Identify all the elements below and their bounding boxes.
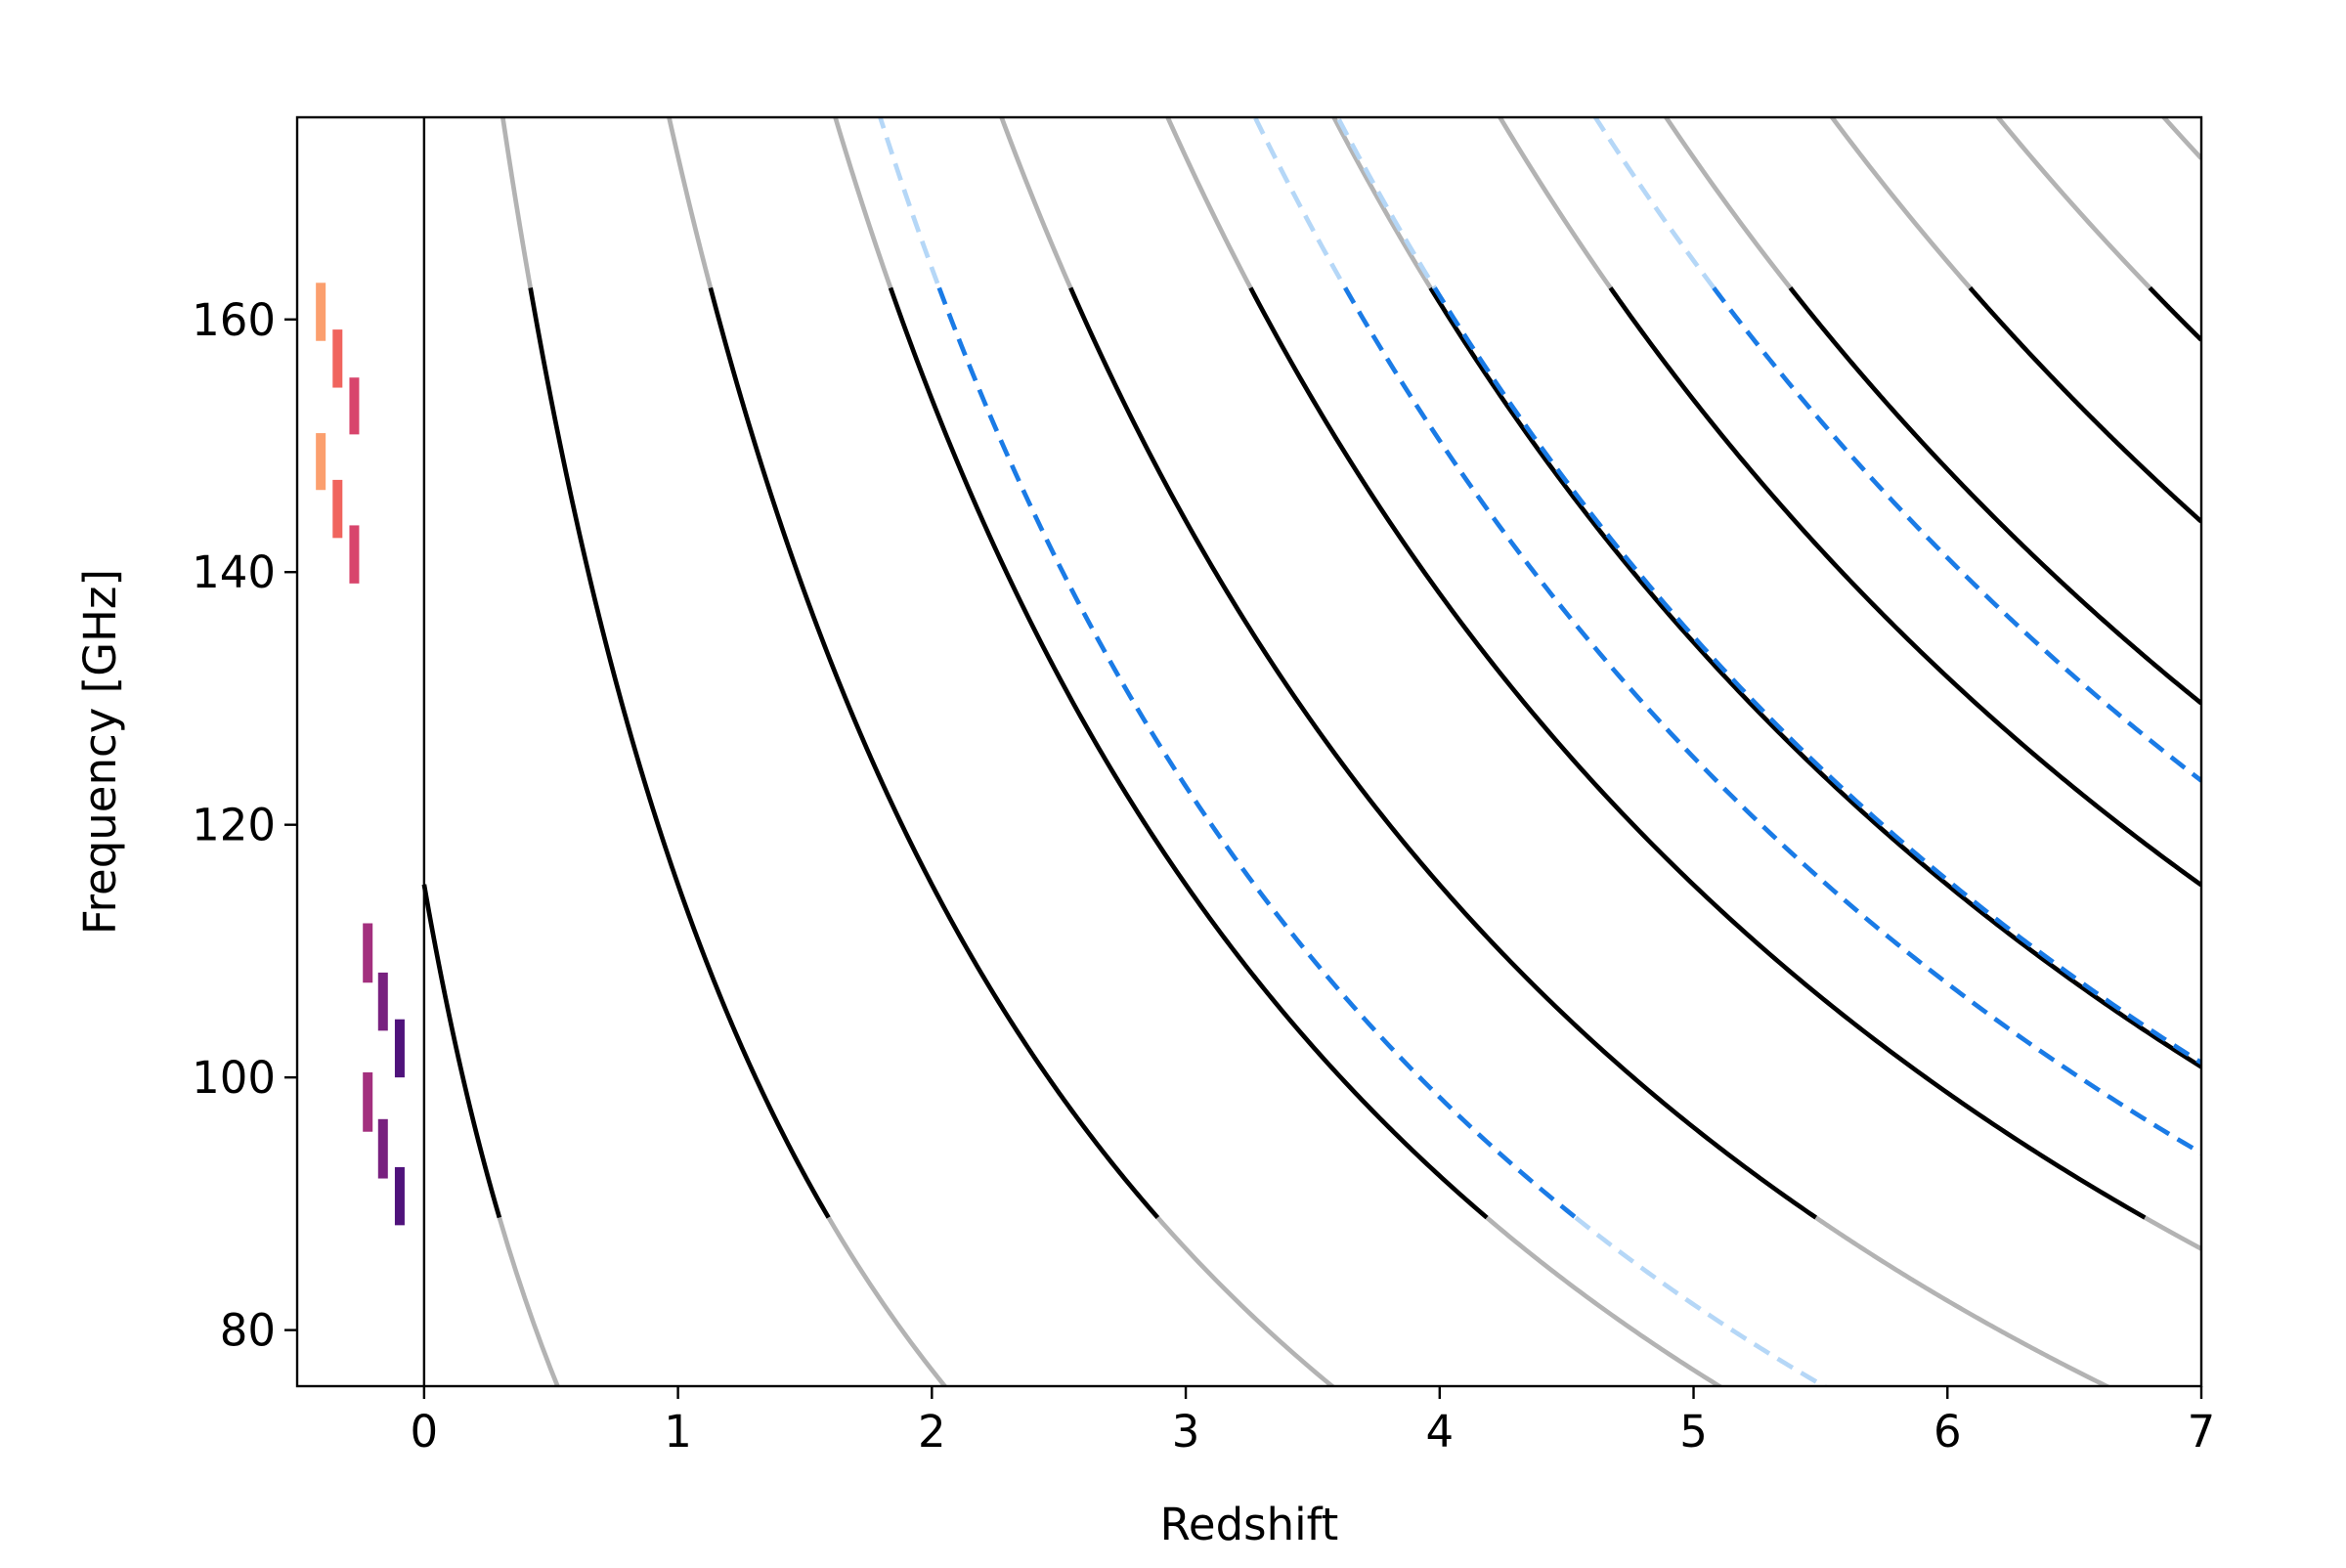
line-in-band xyxy=(1788,286,2201,706)
x-tick-label: 6 xyxy=(1933,1406,1962,1458)
x-tick-label: 0 xyxy=(411,1406,439,1458)
line-in-band xyxy=(708,286,1160,1220)
x-axis-label: Redshift xyxy=(1160,1499,1339,1550)
y-tick-label: 160 xyxy=(192,294,276,346)
x-tick-label: 7 xyxy=(2188,1406,2216,1458)
x-tick-label: 4 xyxy=(1425,1406,1454,1458)
frequency-window xyxy=(332,479,343,539)
line-out-band xyxy=(500,117,533,288)
frequency-window xyxy=(363,923,373,983)
line-in-band xyxy=(888,286,1489,1220)
line-in-band xyxy=(1428,286,2201,1069)
line-in-band xyxy=(2148,285,2201,342)
line-out-band xyxy=(2160,117,2201,160)
line-out-band xyxy=(1574,1215,1829,1386)
frequency-window xyxy=(349,525,360,584)
x-tick-label: 5 xyxy=(1679,1406,1708,1458)
line-out-band xyxy=(833,117,893,289)
y-tick-label: 120 xyxy=(192,800,276,851)
line-out-band xyxy=(1252,117,1348,289)
plot-frame xyxy=(295,115,2203,1388)
line-out-band xyxy=(2144,1215,2201,1251)
line-in-band xyxy=(1068,286,1818,1220)
y-tick-label: 140 xyxy=(192,546,276,598)
line-in-band xyxy=(936,286,1578,1220)
line-in-band xyxy=(1248,286,2147,1220)
line-out-band xyxy=(1334,117,1437,289)
y-axis-label: Frequency [GHz] xyxy=(74,569,126,935)
frequency-window xyxy=(377,972,388,1031)
line-out-band xyxy=(1497,117,1613,289)
frequency-window xyxy=(332,329,343,388)
line-in-band xyxy=(1608,286,2201,888)
line-out-band xyxy=(877,117,941,289)
line-out-band xyxy=(1994,117,2151,290)
frequency-window xyxy=(349,377,360,435)
line-out-band xyxy=(667,117,714,289)
x-tick-label: 1 xyxy=(664,1406,692,1458)
line-in-band xyxy=(1343,286,2201,1155)
line-in-band xyxy=(421,884,502,1219)
frequency-window xyxy=(316,433,326,491)
line-out-band xyxy=(1165,117,1253,289)
x-tick-label: 2 xyxy=(918,1406,946,1458)
line-out-band xyxy=(826,1216,948,1386)
y-tick-label: 100 xyxy=(192,1052,276,1104)
frequency-window xyxy=(394,1019,405,1078)
line-out-band xyxy=(1592,117,1716,289)
line-out-band xyxy=(1829,117,1973,290)
line-out-band xyxy=(497,1216,560,1386)
frequency-window xyxy=(363,1071,373,1132)
line-out-band xyxy=(1485,1215,1724,1386)
line-in-band xyxy=(1968,285,2201,524)
line-out-band xyxy=(1814,1215,2112,1386)
line-in-band xyxy=(1432,286,2201,1066)
y-tick-label: 80 xyxy=(220,1305,276,1357)
x-tick-label: 3 xyxy=(1172,1406,1200,1458)
line-in-band xyxy=(1712,286,2201,783)
line-out-band xyxy=(1330,117,1433,289)
line-out-band xyxy=(1663,117,1793,289)
frequency-window xyxy=(394,1166,405,1226)
frequency-window xyxy=(377,1118,388,1179)
frequency-window xyxy=(316,283,326,341)
curves xyxy=(421,117,2201,1386)
line-in-band xyxy=(528,287,831,1219)
